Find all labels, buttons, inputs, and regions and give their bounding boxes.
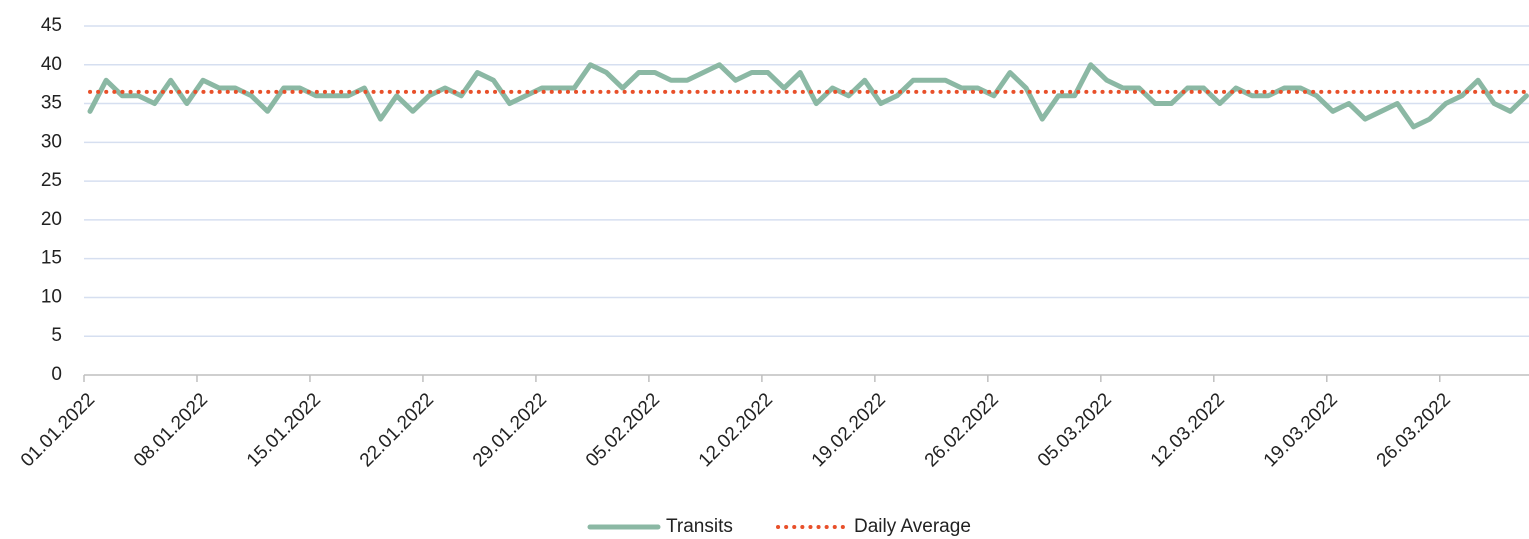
legend-label: Daily Average bbox=[854, 516, 971, 537]
x-tick-label: 12.03.2022 bbox=[1147, 389, 1229, 471]
x-tick-label: 05.02.2022 bbox=[582, 389, 664, 471]
y-tick-label: 25 bbox=[41, 170, 62, 191]
y-tick-label: 40 bbox=[41, 54, 62, 75]
x-tick-label: 19.03.2022 bbox=[1260, 389, 1342, 471]
legend-label: Transits bbox=[666, 516, 733, 537]
series-line bbox=[87, 62, 1529, 130]
x-tick-label: 01.01.2022 bbox=[17, 389, 99, 471]
x-tick-label: 19.02.2022 bbox=[808, 389, 890, 471]
y-tick-label: 30 bbox=[41, 131, 62, 152]
y-tick-label: 45 bbox=[41, 15, 62, 36]
y-tick-label: 20 bbox=[41, 209, 62, 230]
y-tick-label: 10 bbox=[41, 286, 62, 307]
y-tick-label: 5 bbox=[51, 325, 62, 346]
x-tick-label: 05.03.2022 bbox=[1034, 389, 1116, 471]
y-tick-label: 0 bbox=[51, 364, 62, 385]
x-tick-label: 26.03.2022 bbox=[1373, 389, 1455, 471]
x-tick-label: 12.02.2022 bbox=[695, 389, 777, 471]
x-tick-label: 15.01.2022 bbox=[243, 389, 325, 471]
x-tick-label: 26.02.2022 bbox=[921, 389, 1003, 471]
y-tick-label: 15 bbox=[41, 248, 62, 269]
x-tick-label: 22.01.2022 bbox=[356, 389, 438, 471]
x-tick-label: 29.01.2022 bbox=[469, 389, 551, 471]
y-tick-label: 35 bbox=[41, 93, 62, 114]
x-tick-label: 08.01.2022 bbox=[130, 389, 212, 471]
